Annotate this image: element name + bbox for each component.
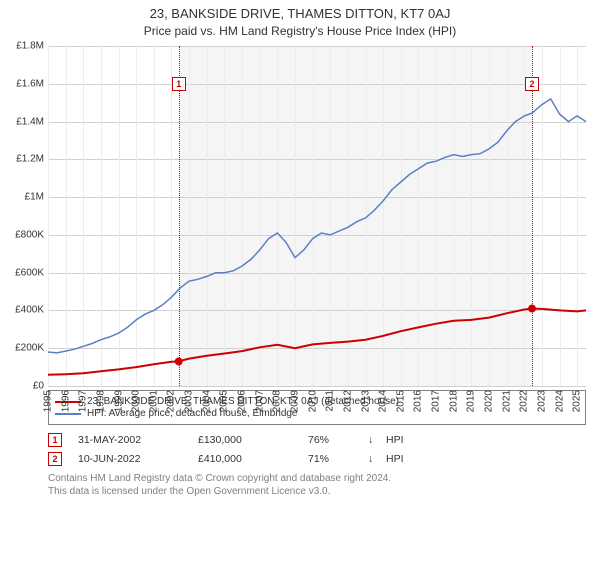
transaction-pct: 76% xyxy=(308,434,368,446)
transaction-row-2: 2 10-JUN-2022£410,00071%↓HPI xyxy=(48,452,586,466)
transaction-arrow: ↓ xyxy=(368,434,386,446)
x-tick-label: 2004 xyxy=(201,390,212,412)
y-tick-label: £1.2M xyxy=(4,154,44,165)
y-tick-label: £200K xyxy=(4,343,44,354)
y-axis: £0£200K£400K£600K£800K£1M£1.2M£1.4M£1.6M… xyxy=(4,46,44,386)
x-tick-label: 2009 xyxy=(289,390,300,412)
marker-label-1: 1 xyxy=(172,77,186,91)
transaction-date: 10-JUN-2022 xyxy=(78,453,198,465)
x-tick-label: 2013 xyxy=(360,390,371,412)
transaction-row-1: 1 31-MAY-2002£130,00076%↓HPI xyxy=(48,433,586,447)
x-tick-label: 1995 xyxy=(43,390,54,412)
y-tick-label: £1.4M xyxy=(4,116,44,127)
x-tick-label: 2023 xyxy=(536,390,547,412)
page-title: 23, BANKSIDE DRIVE, THAMES DITTON, KT7 0… xyxy=(0,6,600,21)
x-tick-label: 2005 xyxy=(219,390,230,412)
marker-label-2: 2 xyxy=(525,77,539,91)
x-tick-label: 2016 xyxy=(413,390,424,412)
transaction-suffix: HPI xyxy=(386,453,404,465)
x-tick-label: 2021 xyxy=(501,390,512,412)
x-tick-label: 2018 xyxy=(448,390,459,412)
x-tick-label: 2020 xyxy=(483,390,494,412)
marker-dot xyxy=(175,357,183,365)
transaction-arrow: ↓ xyxy=(368,453,386,465)
chart-lines xyxy=(48,46,586,386)
x-tick-label: 2007 xyxy=(254,390,265,412)
transaction-marker: 1 xyxy=(48,433,62,447)
x-tick-label: 2003 xyxy=(184,390,195,412)
x-tick-label: 2012 xyxy=(342,390,353,412)
transaction-pct: 71% xyxy=(308,453,368,465)
x-tick-label: 1998 xyxy=(95,390,106,412)
plot-region: 12 xyxy=(48,46,586,386)
y-tick-label: £1.6M xyxy=(4,78,44,89)
transaction-date: 31-MAY-2002 xyxy=(78,434,198,446)
transaction-price: £410,000 xyxy=(198,453,308,465)
y-tick-label: £1M xyxy=(4,192,44,203)
x-tick-label: 2019 xyxy=(466,390,477,412)
x-tick-label: 1997 xyxy=(78,390,89,412)
x-tick-label: 1996 xyxy=(60,390,71,412)
hpi-line xyxy=(48,99,586,353)
x-tick-label: 2002 xyxy=(166,390,177,412)
y-tick-label: £0 xyxy=(4,381,44,392)
y-tick-label: £1.8M xyxy=(4,41,44,52)
price-line xyxy=(48,309,586,375)
footer-line-2: This data is licensed under the Open Gov… xyxy=(48,485,586,498)
transaction-table: 1 31-MAY-2002£130,00076%↓HPI 2 10-JUN-2022£… xyxy=(48,433,586,466)
transaction-marker: 2 xyxy=(48,452,62,466)
x-tick-label: 2011 xyxy=(325,390,336,412)
y-tick-label: £600K xyxy=(4,267,44,278)
x-tick-label: 2000 xyxy=(131,390,142,412)
x-tick-label: 2022 xyxy=(519,390,530,412)
transaction-suffix: HPI xyxy=(386,434,404,446)
marker-dot xyxy=(528,305,536,313)
x-axis: 1995199619971998199920002001200220032004… xyxy=(48,386,586,420)
x-tick-label: 2008 xyxy=(272,390,283,412)
x-tick-label: 2017 xyxy=(431,390,442,412)
x-tick-label: 1999 xyxy=(113,390,124,412)
x-tick-label: 2024 xyxy=(554,390,565,412)
chart-area: £0£200K£400K£600K£800K£1M£1.2M£1.4M£1.6M… xyxy=(48,46,586,386)
x-tick-label: 2025 xyxy=(572,390,583,412)
y-tick-label: £800K xyxy=(4,229,44,240)
footer-text: Contains HM Land Registry data © Crown c… xyxy=(48,472,586,498)
transaction-price: £130,000 xyxy=(198,434,308,446)
page-subtitle: Price paid vs. HM Land Registry's House … xyxy=(0,24,600,38)
y-tick-label: £400K xyxy=(4,305,44,316)
x-tick-label: 2014 xyxy=(378,390,389,412)
footer-line-1: Contains HM Land Registry data © Crown c… xyxy=(48,472,586,485)
x-tick-label: 2015 xyxy=(395,390,406,412)
x-tick-label: 2006 xyxy=(237,390,248,412)
x-tick-label: 2001 xyxy=(148,390,159,412)
x-tick-label: 2010 xyxy=(307,390,318,412)
